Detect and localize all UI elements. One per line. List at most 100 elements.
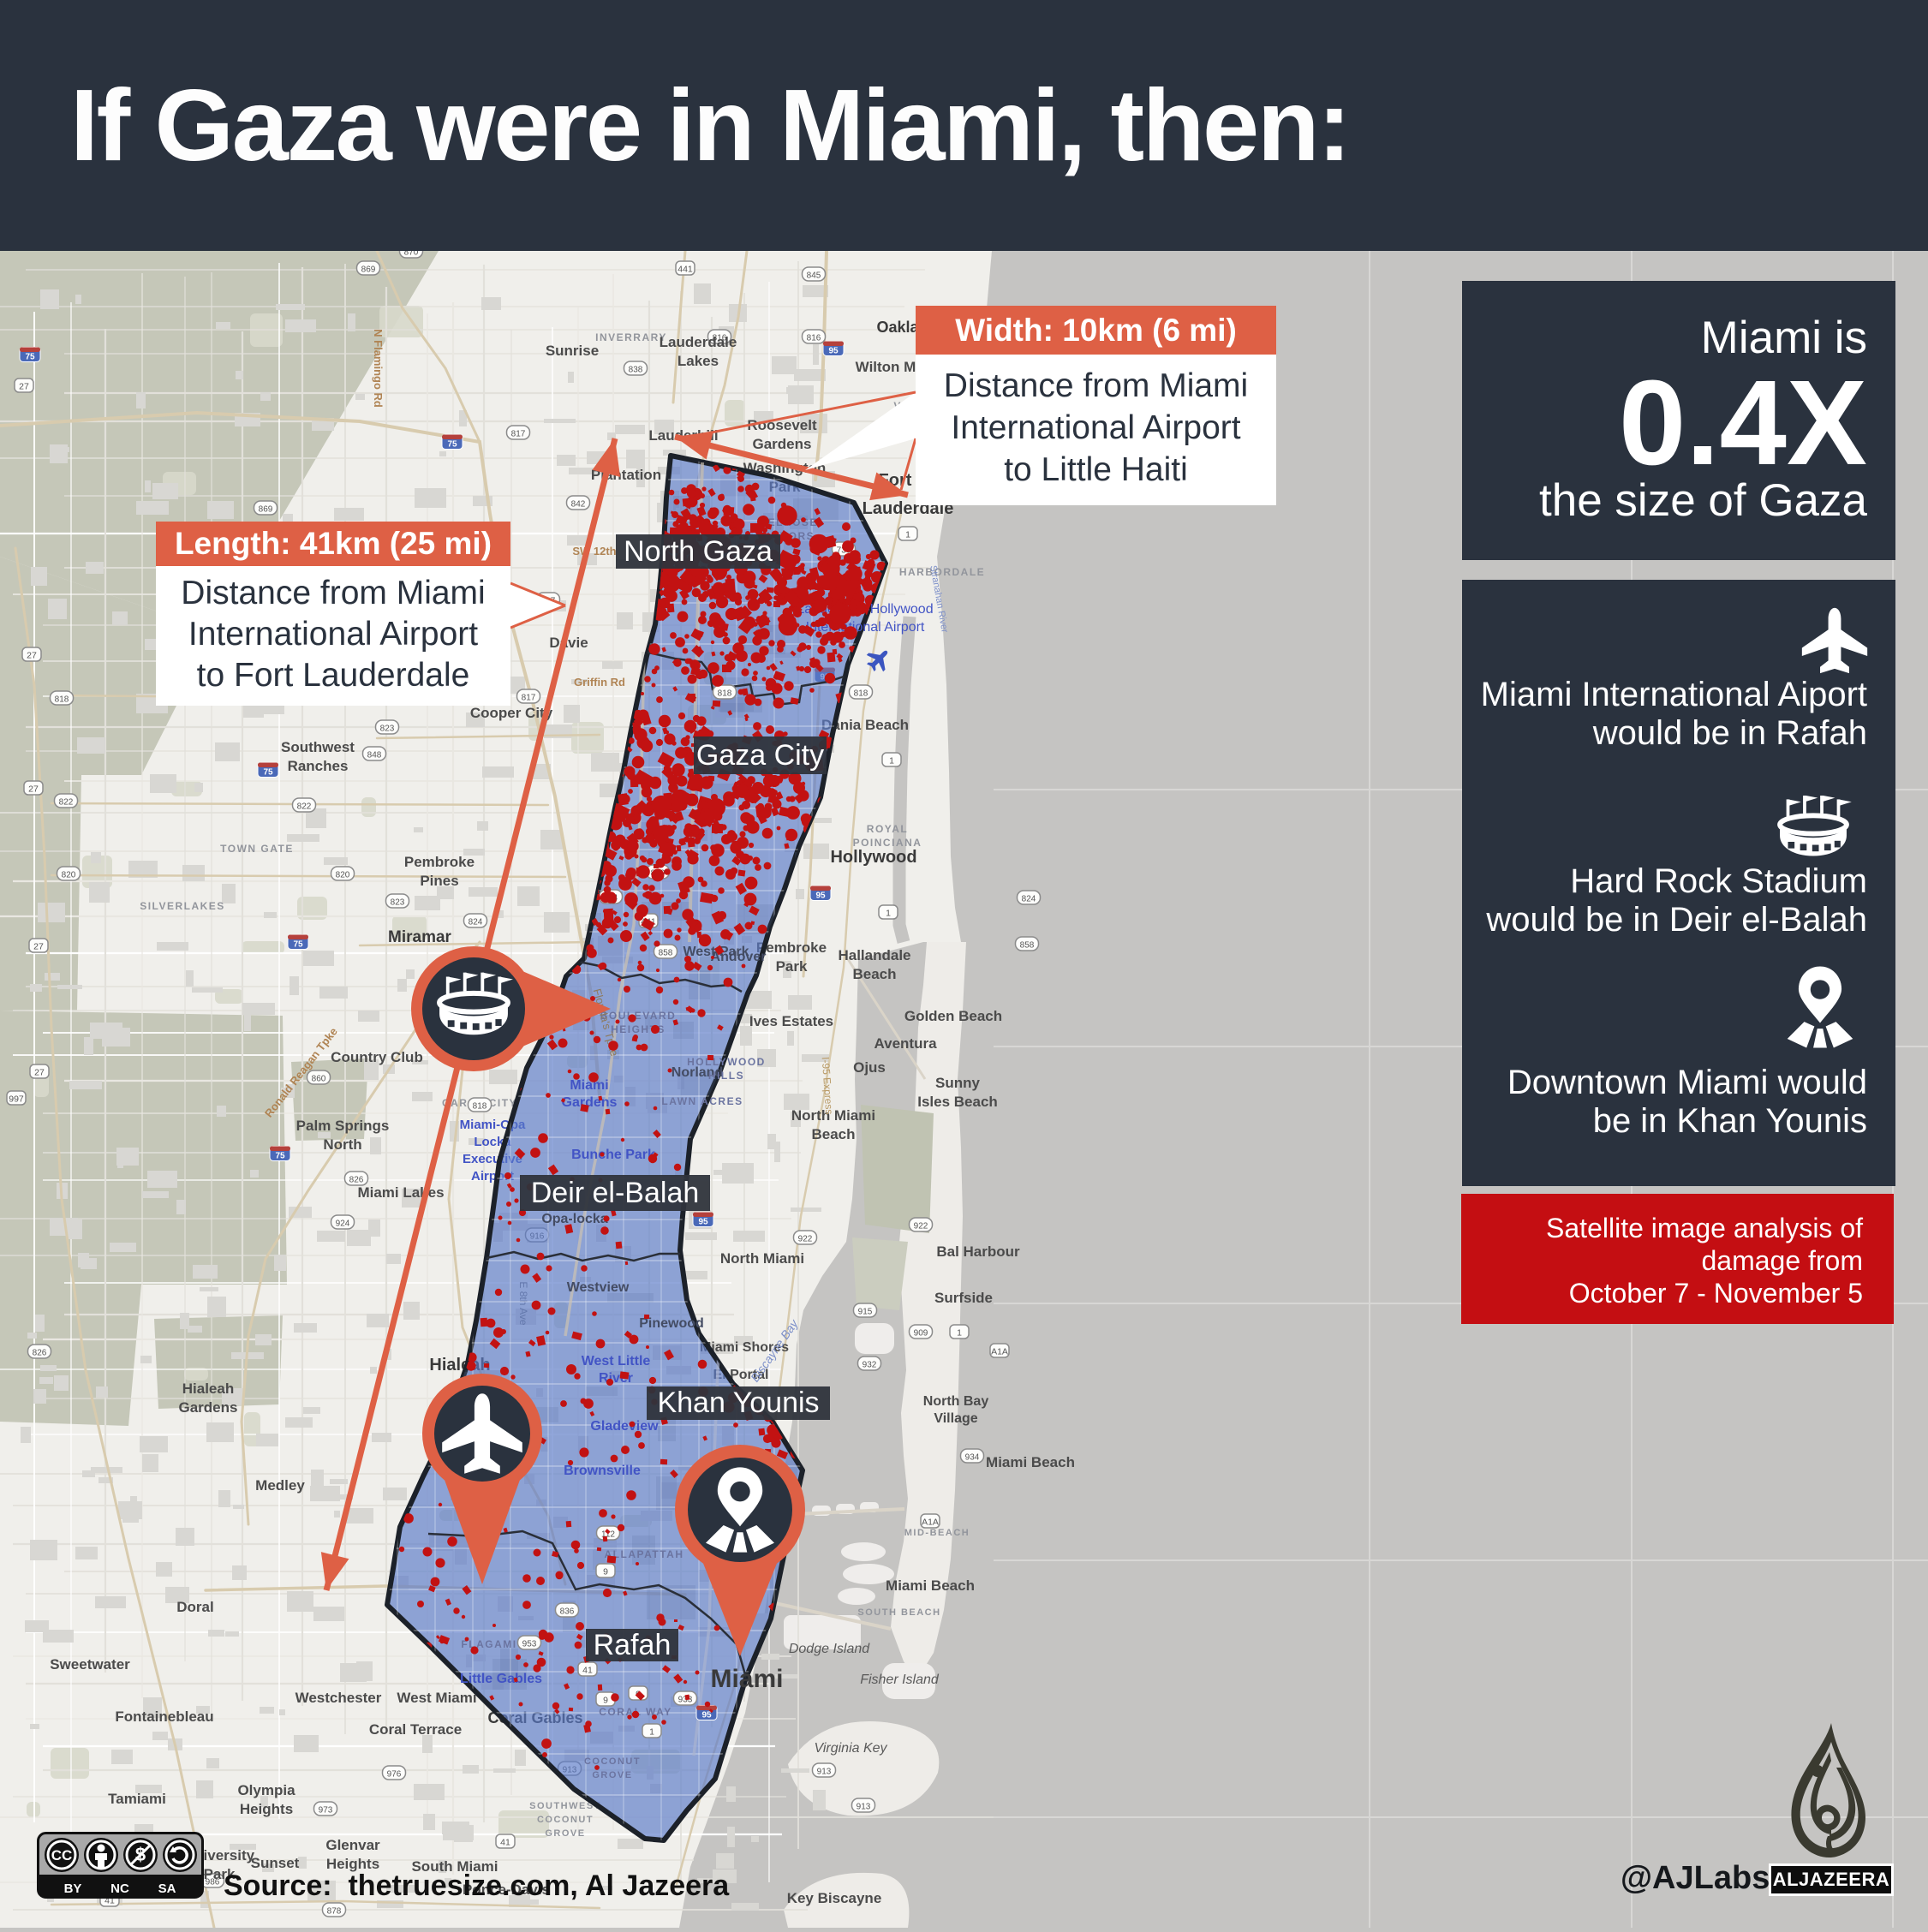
svg-text:Fisher Island: Fisher Island — [860, 1673, 940, 1687]
svg-text:27: 27 — [27, 651, 37, 661]
svg-text:Ojus: Ojus — [853, 1059, 886, 1076]
svg-text:Tamiami: Tamiami — [108, 1791, 166, 1807]
svg-text:826: 826 — [349, 1176, 364, 1185]
svg-text:822: 822 — [59, 798, 74, 808]
svg-text:SOUTH BEACH: SOUTH BEACH — [857, 1607, 940, 1618]
svg-text:North Miami: North Miami — [791, 1107, 875, 1124]
svg-text:Bal Harbour: Bal Harbour — [936, 1243, 1020, 1260]
svg-text:South Miami: South Miami — [411, 1858, 498, 1875]
svg-text:SA: SA — [158, 1881, 176, 1896]
svg-text:Opa-locka: Opa-locka — [541, 1212, 607, 1226]
svg-text:869: 869 — [259, 505, 273, 515]
svg-text:Fontainebleau: Fontainebleau — [115, 1708, 213, 1725]
svg-text:Gladeview: Gladeview — [590, 1419, 659, 1434]
svg-text:Gardens: Gardens — [753, 436, 812, 452]
svg-text:Miami Lakes: Miami Lakes — [357, 1184, 444, 1201]
svg-text:932: 932 — [863, 1361, 877, 1370]
svg-text:1: 1 — [886, 909, 891, 919]
svg-text:934: 934 — [965, 1453, 980, 1463]
svg-text:Medley: Medley — [255, 1477, 305, 1494]
svg-text:Lauderdale: Lauderdale — [660, 334, 737, 350]
svg-text:GROVE: GROVE — [545, 1828, 585, 1839]
svg-text:818: 818 — [718, 689, 732, 699]
svg-text:Bunche Park: Bunche Park — [571, 1148, 655, 1162]
svg-text:ROYAL: ROYAL — [867, 823, 908, 835]
svg-text:Heights: Heights — [240, 1801, 293, 1817]
svg-text:75: 75 — [447, 440, 457, 450]
svg-text:909: 909 — [914, 1329, 928, 1339]
svg-text:860: 860 — [312, 1075, 326, 1084]
svg-text:Sweetwater: Sweetwater — [50, 1656, 130, 1673]
svg-text:Westchester: Westchester — [295, 1690, 382, 1706]
svg-text:ALLAPATTAH: ALLAPATTAH — [605, 1548, 684, 1560]
svg-text:1: 1 — [889, 756, 894, 766]
svg-text:HEIGHTS: HEIGHTS — [611, 1023, 666, 1035]
svg-text:913: 913 — [857, 1803, 871, 1812]
svg-text:COCONUT: COCONUT — [537, 1815, 594, 1825]
svg-text:A1A: A1A — [991, 1347, 1008, 1357]
svg-text:848: 848 — [367, 751, 382, 760]
svg-text:818: 818 — [473, 1102, 487, 1112]
svg-text:COCONUT: COCONUT — [584, 1756, 641, 1767]
svg-text:Beach: Beach — [811, 1126, 855, 1142]
svg-text:Miami Shores: Miami Shores — [700, 1340, 789, 1355]
svg-text:North Bay: North Bay — [923, 1394, 989, 1409]
svg-text:Village: Village — [934, 1411, 977, 1426]
svg-text:Hialeah: Hialeah — [182, 1380, 234, 1397]
svg-text:1: 1 — [957, 1328, 962, 1339]
svg-text:823: 823 — [380, 724, 395, 734]
svg-text:Davie: Davie — [549, 635, 588, 651]
svg-text:Palm Springs: Palm Springs — [296, 1118, 390, 1134]
svg-text:Surfside: Surfside — [934, 1290, 993, 1306]
svg-text:Brownsville: Brownsville — [564, 1464, 641, 1478]
svg-text:Pembroke: Pembroke — [756, 939, 827, 956]
svg-text:818: 818 — [55, 695, 69, 705]
svg-text:Park: Park — [776, 958, 808, 975]
svg-text:913: 913 — [817, 1768, 832, 1777]
svg-text:924: 924 — [336, 1219, 350, 1229]
svg-text:976: 976 — [387, 1770, 402, 1780]
svg-text:Gardens: Gardens — [179, 1399, 238, 1416]
svg-text:SW 12th: SW 12th — [572, 545, 616, 558]
svg-text:95: 95 — [701, 1711, 712, 1720]
svg-text:Hollywood: Hollywood — [830, 848, 916, 867]
svg-text:TOWN GATE: TOWN GATE — [220, 843, 294, 855]
svg-text:953: 953 — [522, 1640, 537, 1649]
svg-text:A1A: A1A — [922, 1518, 939, 1528]
svg-text:CC: CC — [51, 1847, 73, 1863]
svg-text:842: 842 — [571, 500, 586, 510]
svg-text:826: 826 — [33, 1349, 47, 1358]
svg-text:Heights: Heights — [326, 1856, 379, 1872]
svg-text:824: 824 — [469, 918, 483, 927]
svg-text:870: 870 — [404, 248, 419, 258]
svg-text:75: 75 — [275, 1152, 285, 1161]
svg-text:GROVE: GROVE — [592, 1770, 632, 1780]
svg-text:BOULEVARD: BOULEVARD — [600, 1010, 677, 1022]
svg-text:Miami: Miami — [710, 1665, 783, 1693]
svg-text:9: 9 — [603, 1567, 608, 1577]
svg-text:Country Club: Country Club — [331, 1049, 423, 1065]
svg-text:Glenvar: Glenvar — [325, 1837, 380, 1853]
svg-text:Key Biscayne: Key Biscayne — [787, 1890, 882, 1906]
svg-text:Dodge Island: Dodge Island — [789, 1642, 870, 1656]
svg-text:986: 986 — [206, 1878, 220, 1887]
svg-text:816: 816 — [807, 334, 821, 343]
svg-text:MID-BEACH: MID-BEACH — [904, 1528, 970, 1538]
svg-text:95: 95 — [698, 1218, 708, 1227]
svg-text:9: 9 — [603, 1696, 608, 1706]
svg-text:858: 858 — [659, 949, 673, 958]
svg-text:Ponce-Davis: Ponce-Davis — [463, 1881, 550, 1898]
svg-text:1: 1 — [649, 1727, 654, 1738]
svg-text:I-95 Express: I-95 Express — [820, 1057, 836, 1115]
svg-text:LAWN ACRES: LAWN ACRES — [661, 1095, 743, 1107]
svg-text:824: 824 — [1022, 895, 1036, 904]
svg-text:Wilton M: Wilton M — [856, 359, 916, 375]
svg-text:Aventura: Aventura — [874, 1035, 937, 1052]
svg-text:27: 27 — [33, 942, 44, 952]
svg-text:933: 933 — [678, 1696, 693, 1705]
svg-text:997: 997 — [9, 1094, 24, 1105]
svg-text:Westview: Westview — [567, 1280, 630, 1295]
svg-text:Pines: Pines — [420, 873, 458, 889]
svg-text:Griffin Rd: Griffin Rd — [574, 676, 625, 689]
svg-text:Isles Beach: Isles Beach — [917, 1094, 998, 1110]
